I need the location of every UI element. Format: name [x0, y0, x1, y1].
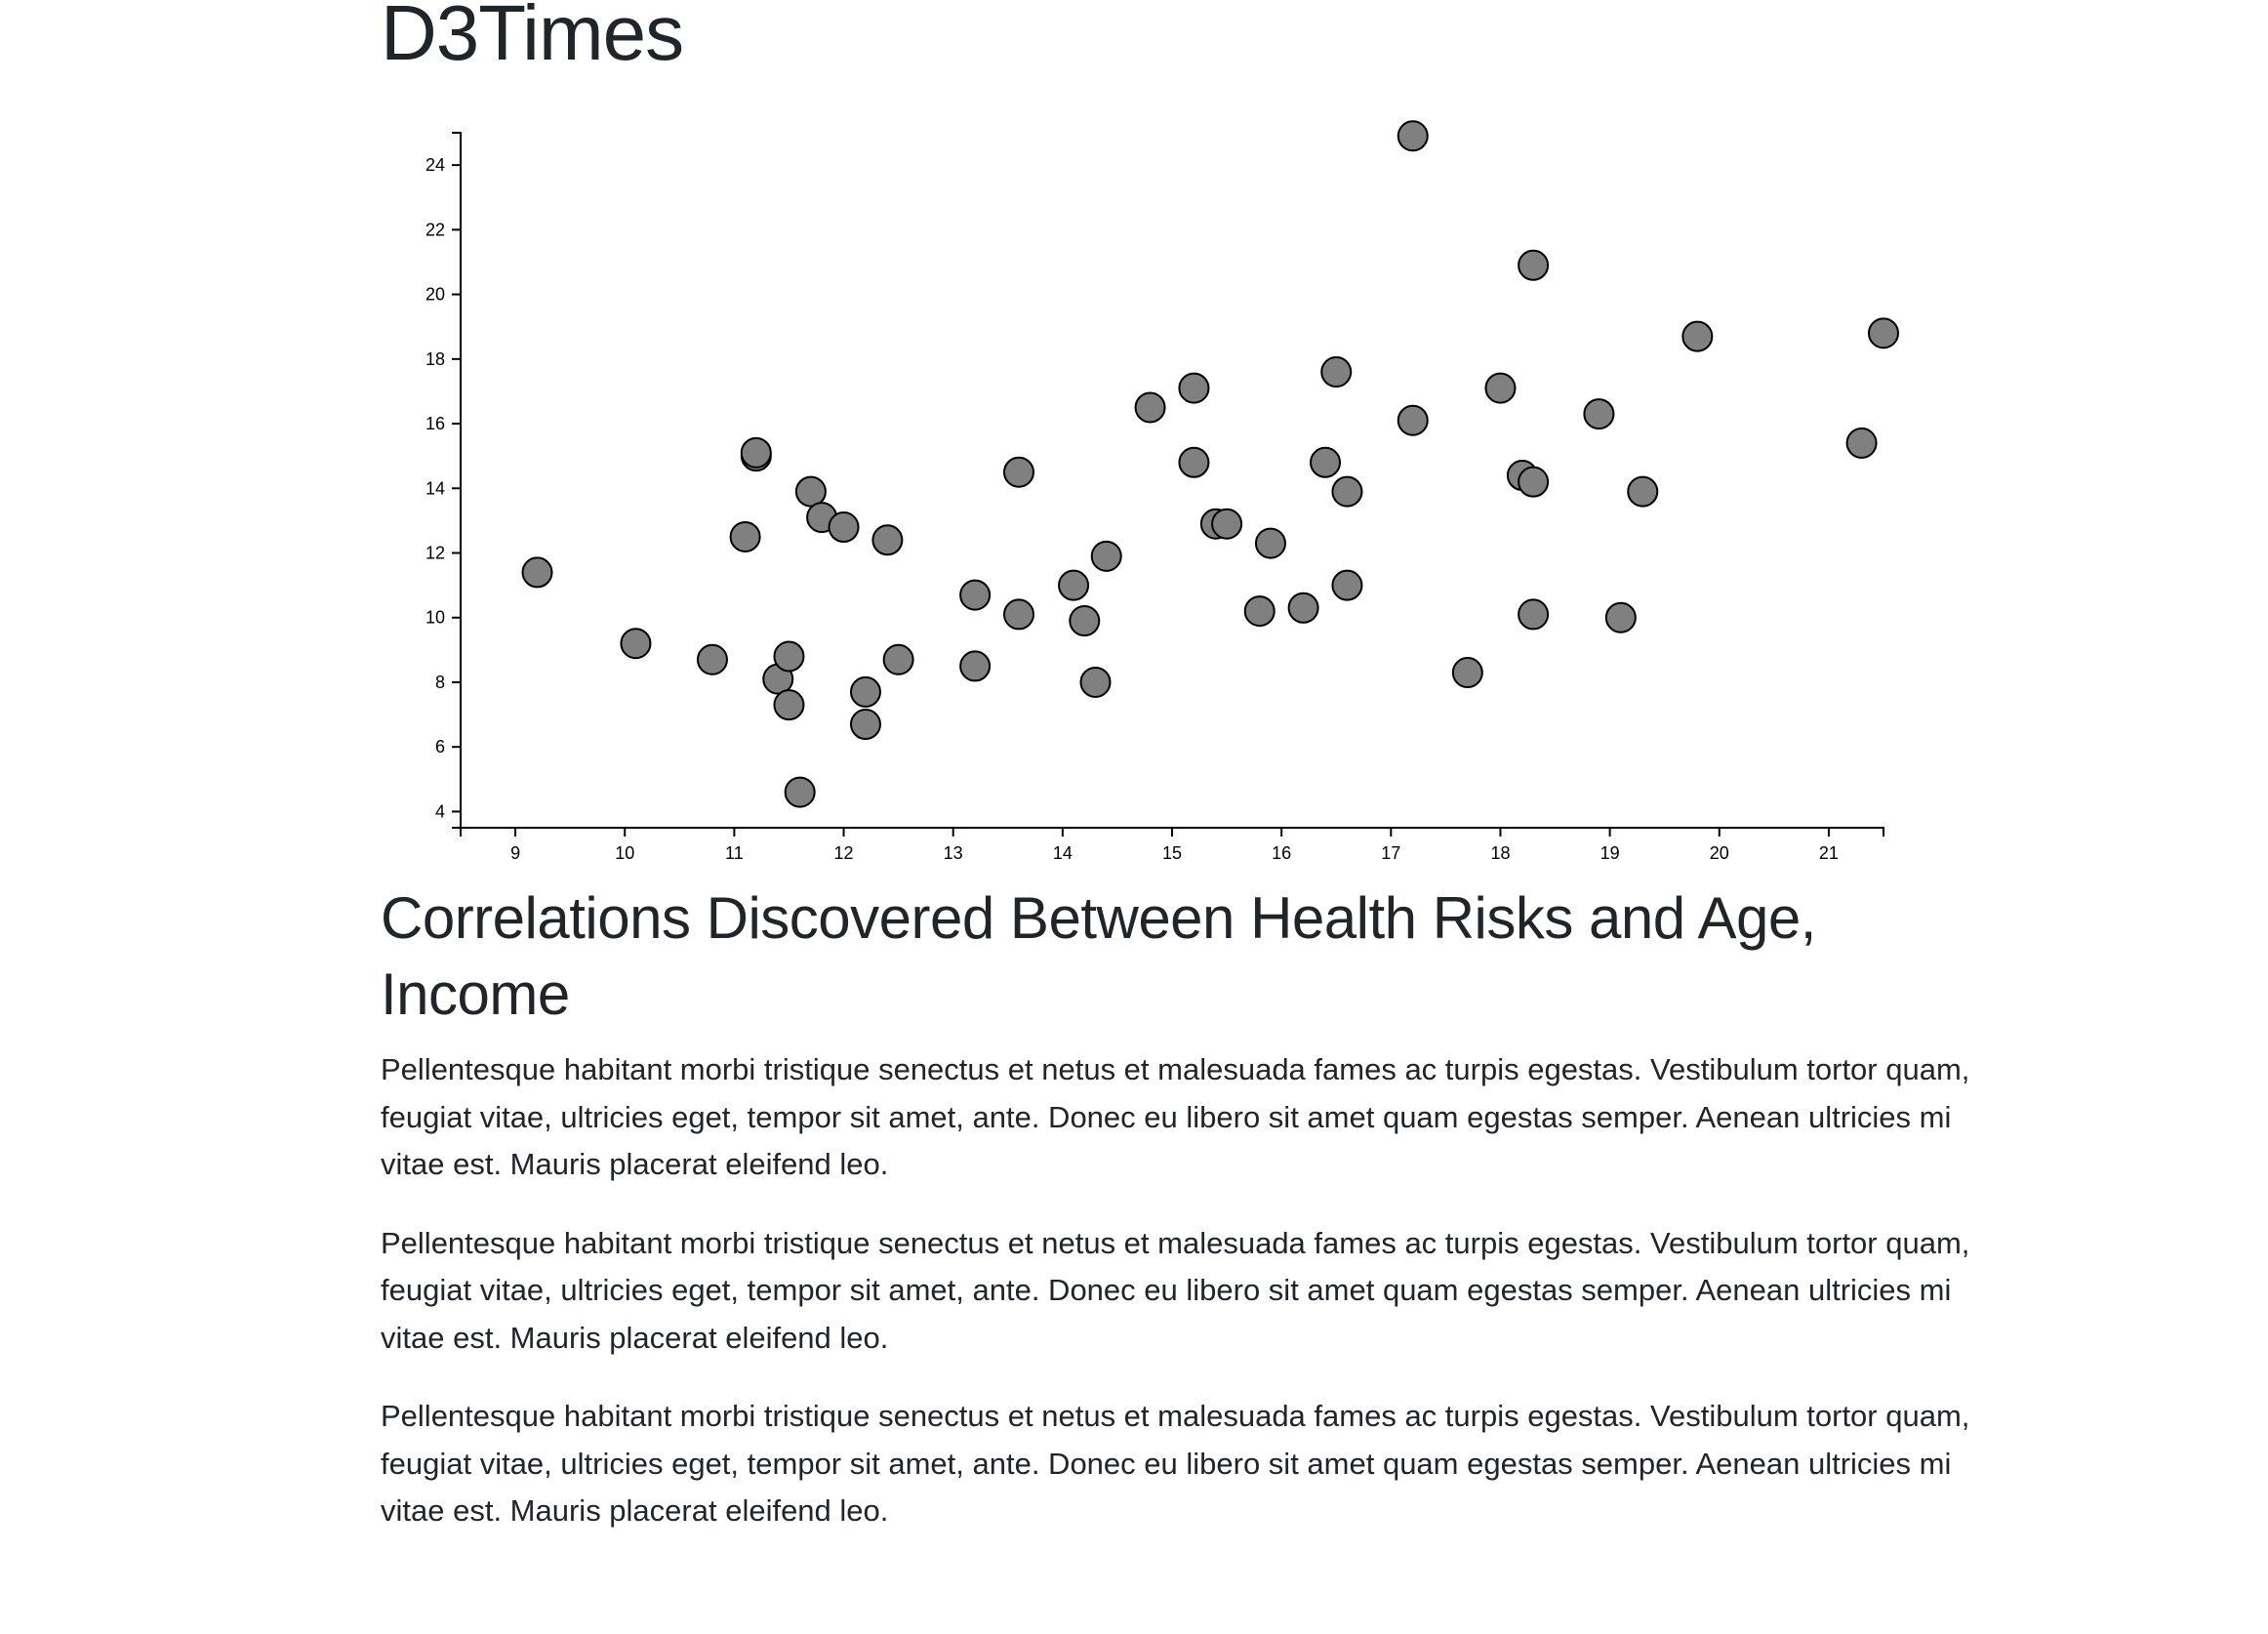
- data-point: [729, 520, 761, 552]
- data-point: [784, 776, 816, 808]
- data-point: [1604, 601, 1637, 633]
- data-point: [1331, 569, 1363, 601]
- data-point: [1058, 569, 1090, 601]
- data-point: [1310, 446, 1342, 478]
- x-tick-label: 19: [1600, 843, 1620, 859]
- data-point: [1518, 466, 1550, 498]
- x-tick-label: 11: [725, 843, 744, 859]
- y-axis-line: [452, 132, 462, 829]
- data-point: [828, 511, 860, 544]
- data-point: [521, 556, 553, 589]
- y-tick-label: 22: [425, 220, 445, 239]
- data-point: [696, 643, 728, 675]
- data-point: [1518, 598, 1550, 631]
- scatter-chart: 4 6 8 10 12 14 16 18 20 22 24 9 10 11 12 13 14 15 16 17 18 19…: [381, 107, 2001, 859]
- data-point: [849, 675, 881, 708]
- y-tick-label: 16: [425, 414, 445, 433]
- x-tick-label: 12: [834, 843, 854, 859]
- data-point: [794, 475, 827, 508]
- data-point: [1518, 249, 1550, 281]
- data-point: [1484, 372, 1517, 404]
- data-point: [1845, 427, 1878, 459]
- data-point: [620, 628, 652, 660]
- article-paragraph: Pellentesque habitant morbi tristique se…: [381, 1052, 1970, 1181]
- y-tick-label: 24: [425, 155, 445, 175]
- data-point: [1178, 446, 1210, 478]
- data-point: [871, 524, 904, 556]
- y-tick-label: 10: [425, 608, 445, 628]
- y-tick-label: 6: [435, 737, 445, 756]
- x-tick-label: 14: [1053, 843, 1073, 859]
- data-point: [773, 689, 805, 721]
- data-point: [1069, 605, 1101, 637]
- plot-area: 4 6 8 10 12 14 16 18 20 22 24 9 10 11 12 13 14 15 16 17 18 19…: [425, 120, 1899, 859]
- data-point: [1451, 657, 1483, 689]
- y-tick-label: 8: [435, 673, 445, 692]
- data-point: [959, 650, 992, 682]
- data-point: [1320, 356, 1353, 388]
- y-tick-label: 12: [425, 544, 445, 563]
- data-point: [1583, 398, 1615, 430]
- data-point: [1254, 527, 1286, 559]
- article-paragraph: Pellentesque habitant morbi tristique se…: [381, 1225, 1970, 1355]
- data-point: [1134, 391, 1166, 424]
- y-tick-label: 4: [435, 801, 445, 821]
- x-tick-label: 16: [1272, 843, 1291, 859]
- data-point: [1287, 592, 1319, 624]
- data-point: [1211, 508, 1243, 540]
- data-point: [1002, 456, 1034, 488]
- data-point: [1090, 540, 1122, 572]
- x-tick-label: 17: [1381, 843, 1400, 859]
- data-point: [1627, 475, 1659, 508]
- data-point: [1397, 120, 1429, 152]
- data-point: [882, 643, 914, 675]
- x-tick-label: 10: [615, 843, 634, 859]
- data-point: [1397, 404, 1429, 436]
- x-tick-label: 18: [1490, 843, 1510, 859]
- article-body: Pellentesque habitant morbi tristique se…: [381, 1046, 2001, 1567]
- article-paragraph: Pellentesque habitant morbi tristique se…: [381, 1399, 1970, 1528]
- data-point: [1243, 595, 1276, 628]
- data-point: [740, 436, 772, 469]
- data-point: [1331, 475, 1363, 508]
- data-point: [1681, 320, 1714, 352]
- x-tick-label: 20: [1710, 843, 1729, 859]
- article-title: Correlations Discovered Between Health R…: [381, 885, 1816, 1027]
- x-tick-label: 21: [1819, 843, 1839, 859]
- x-tick-label: 13: [944, 843, 963, 859]
- y-tick-label: 14: [425, 478, 445, 498]
- data-point: [1178, 372, 1210, 404]
- scatter-chart-svg: 4 6 8 10 12 14 16 18 20 22 24 9 10 11 12 13 14 15 16 17 18 19…: [425, 120, 1899, 859]
- data-point: [959, 579, 992, 611]
- x-tick-label: 9: [510, 843, 520, 859]
- y-tick-label: 20: [425, 285, 445, 305]
- y-tick-label: 18: [425, 349, 445, 369]
- data-point: [1002, 598, 1034, 631]
- data-point: [849, 709, 881, 741]
- x-tick-label: 15: [1162, 843, 1182, 859]
- data-point: [1868, 317, 1899, 349]
- data-point: [1079, 666, 1112, 698]
- site-title: D3Times: [381, 0, 684, 76]
- data-point: [773, 640, 805, 673]
